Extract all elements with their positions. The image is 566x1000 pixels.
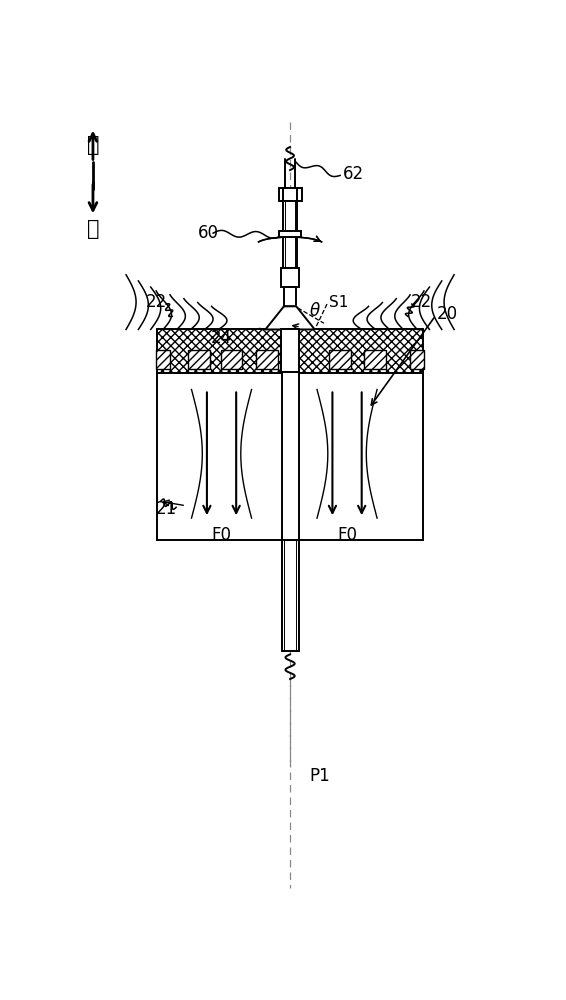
Bar	[364, 350, 385, 369]
Text: 21: 21	[156, 500, 177, 518]
Text: F0: F0	[212, 526, 231, 544]
Text: 上: 上	[87, 135, 99, 155]
Bar	[329, 350, 351, 369]
Bar	[157, 329, 423, 373]
Bar	[283, 201, 297, 268]
Bar	[156, 350, 170, 369]
Text: F0: F0	[337, 526, 357, 544]
Text: 22: 22	[146, 293, 168, 311]
Bar	[284, 287, 296, 306]
Text: 62: 62	[343, 165, 365, 183]
Text: 20: 20	[437, 305, 458, 323]
Bar	[188, 350, 210, 369]
Bar	[281, 329, 299, 373]
Text: θ: θ	[310, 302, 320, 320]
Text: 22: 22	[410, 293, 432, 311]
Text: P1: P1	[310, 767, 330, 785]
Text: S1: S1	[329, 295, 348, 310]
Bar	[279, 231, 301, 237]
Bar	[157, 373, 423, 540]
Bar	[281, 268, 299, 287]
Bar	[282, 372, 298, 540]
Bar	[278, 188, 302, 201]
Text: 下: 下	[87, 219, 99, 239]
Text: 24: 24	[211, 329, 232, 347]
Bar	[410, 350, 424, 369]
Text: 60: 60	[198, 224, 218, 242]
Bar	[256, 350, 278, 369]
Bar	[221, 350, 242, 369]
Polygon shape	[265, 306, 315, 329]
Bar	[282, 540, 298, 651]
